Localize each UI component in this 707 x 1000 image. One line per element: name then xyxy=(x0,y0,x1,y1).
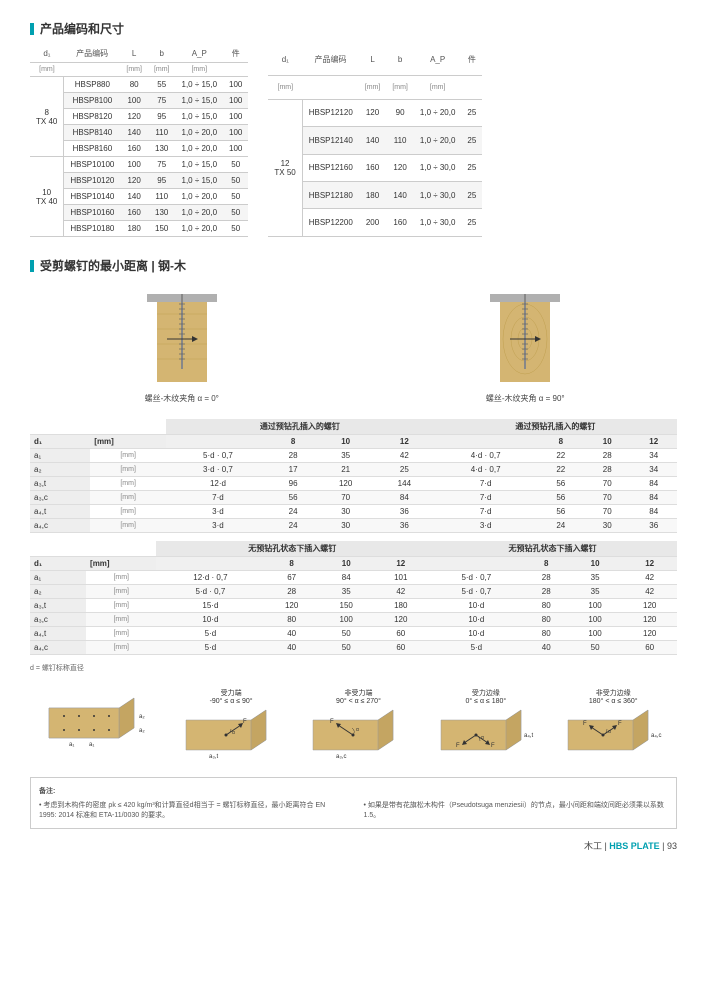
beam-unloaded-edge: 非受力边缘 180° < α ≤ 360° F F α a₄,c xyxy=(563,688,663,762)
diagram-alpha-0: 螺丝-木纹夹角 α = 0° xyxy=(142,289,222,404)
diagram-row: 螺丝-木纹夹角 α = 0° 螺丝-木纹夹角 α = 90° xyxy=(30,289,677,404)
page-footer: 木工 | HBS PLATE | 93 xyxy=(30,839,677,852)
beam-range: 180° < α ≤ 360° xyxy=(563,698,663,705)
beam-title: 受力端 xyxy=(181,688,281,698)
beam-svg: F α a₃,c xyxy=(308,705,408,760)
notes-right: • 如果是带有花旗松木构件（Pseudotsuga menziesii）的节点，… xyxy=(364,800,669,820)
notes-left: • 考虑到木构件的密度 ρk ≤ 420 kg/m³和计算直径d相当于 = 螺钉… xyxy=(39,800,344,820)
beam-svg: F F α a₄,c xyxy=(563,705,663,760)
svg-text:F: F xyxy=(618,721,622,727)
svg-text:α: α xyxy=(481,735,484,741)
title-text: 受剪螺钉的最小距离 | 钢-木 xyxy=(40,257,186,274)
beam-diagrams-row: a₂ a₂ a₁ a₁ 受力端 -90° ≤ α ≤ 90° F α a₃,t … xyxy=(30,688,677,762)
svg-text:F: F xyxy=(330,719,334,725)
beam-title: 非受力边缘 xyxy=(563,688,663,698)
svg-text:a₄,c: a₄,c xyxy=(651,733,661,739)
beam-title: 非受力端 xyxy=(308,688,408,698)
svg-text:α: α xyxy=(608,729,611,735)
product-table-2: d₁产品编码LbA_P件[mm][mm][mm][mm]12 TX 50HBSP… xyxy=(268,45,482,237)
svg-text:F: F xyxy=(491,743,495,749)
beam-range: 90° < α ≤ 270° xyxy=(308,698,408,705)
footer-category: 木工 xyxy=(584,841,602,851)
footer-product: HBS PLATE xyxy=(609,841,659,851)
screw-diagram-0 xyxy=(142,289,222,389)
section-title-spacing: 受剪螺钉的最小距离 | 钢-木 xyxy=(30,257,677,274)
beam-loaded-edge: 受力边缘 0° ≤ α ≤ 180° F F α a₄,t xyxy=(436,688,536,762)
svg-text:a₁: a₁ xyxy=(89,742,94,748)
beam-loaded-end: 受力端 -90° ≤ α ≤ 90° F α a₃,t xyxy=(181,688,281,762)
svg-text:a₁: a₁ xyxy=(69,742,74,748)
diagram-label: 螺丝-木纹夹角 α = 90° xyxy=(485,393,565,404)
product-table-1: d₁产品编码LbA_P件[mm][mm][mm][mm]8 TX 40HBSP8… xyxy=(30,45,248,237)
beam-range: 0° ≤ α ≤ 180° xyxy=(436,698,536,705)
beam-title: 受力边缘 xyxy=(436,688,536,698)
svg-text:F: F xyxy=(456,743,460,749)
beam-svg: F F α a₄,t xyxy=(436,705,536,760)
spec-table-predrilled: 通过预钻孔插入的螺钉通过预钻孔插入的螺钉d₁[mm]8101281012a₁[m… xyxy=(30,419,677,533)
svg-text:α: α xyxy=(356,727,359,733)
svg-text:a₂: a₂ xyxy=(139,728,145,734)
diagram-alpha-90: 螺丝-木纹夹角 α = 90° xyxy=(485,289,565,404)
product-tables: d₁产品编码LbA_P件[mm][mm][mm][mm]8 TX 40HBSP8… xyxy=(30,45,677,237)
spec-table-no-predrill: 无预钻孔状态下插入螺钉无预钻孔状态下插入螺钉d₁[mm]8101281012a₁… xyxy=(30,541,677,655)
beam-unloaded-end: 非受力端 90° < α ≤ 270° F α a₃,c xyxy=(308,688,408,762)
section-title-dims: 产品编码和尺寸 xyxy=(30,20,677,37)
diagram-label: 螺丝-木纹夹角 α = 0° xyxy=(142,393,222,404)
notes-box: 备注: • 考虑到木构件的密度 ρk ≤ 420 kg/m³和计算直径d相当于 … xyxy=(30,777,677,829)
svg-text:F: F xyxy=(243,719,247,725)
footer-page: 93 xyxy=(667,841,677,851)
screw-diagram-90 xyxy=(485,289,565,389)
notes-title: 备注: xyxy=(39,786,668,796)
svg-text:a₂: a₂ xyxy=(139,714,145,720)
svg-text:F: F xyxy=(583,721,587,727)
footnote: d = 螺钉标称直径 xyxy=(30,663,677,673)
svg-text:a₄,t: a₄,t xyxy=(524,733,533,739)
beam-svg: a₂ a₂ a₁ a₁ xyxy=(44,688,154,748)
svg-text:a₃,t: a₃,t xyxy=(209,754,218,760)
beam-a1a2: a₂ a₂ a₁ a₁ xyxy=(44,688,154,762)
svg-text:a₃,c: a₃,c xyxy=(336,754,346,760)
beam-svg: F α a₃,t xyxy=(181,705,281,760)
title-text: 产品编码和尺寸 xyxy=(40,20,124,37)
svg-text:α: α xyxy=(232,730,235,736)
beam-range: -90° ≤ α ≤ 90° xyxy=(181,698,281,705)
